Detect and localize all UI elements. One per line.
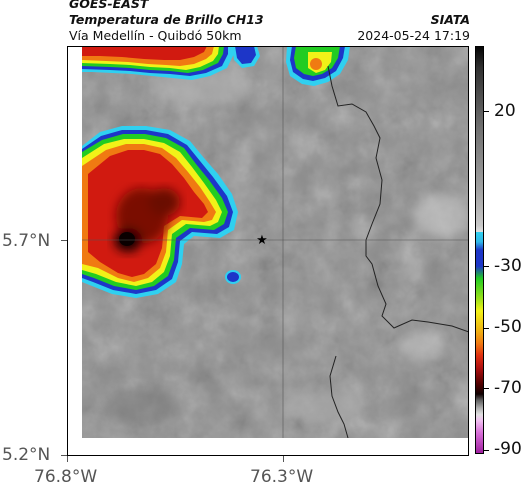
satellite-map[interactable]: ★	[82, 46, 469, 438]
x-tick-mark	[67, 456, 68, 462]
colorbar-tick	[483, 266, 489, 267]
colorbar-label: -90	[494, 439, 522, 459]
org-label: SIATA	[430, 12, 470, 27]
x-tick-label: 76.8°W	[34, 467, 98, 487]
colorbar-tick	[483, 111, 489, 112]
colorbar-tick	[483, 450, 489, 451]
x-tick-label: 76.3°W	[250, 467, 314, 487]
colorbar-label: -70	[494, 378, 522, 398]
datetime-label: 2024-05-24 17:19	[357, 28, 470, 43]
colorbar-tick	[483, 328, 489, 329]
product-title: Temperatura de Brillo CH13	[69, 12, 264, 27]
route-subtitle: Vía Medellín - Quibdó 50km	[69, 28, 242, 43]
star-icon: ★	[256, 233, 268, 248]
y-tick-mark	[61, 455, 67, 456]
y-tick-label: 5.2°N	[2, 445, 51, 465]
y-tick-mark	[61, 240, 67, 241]
y-tick-label: 5.7°N	[2, 231, 51, 251]
colorbar	[475, 46, 484, 454]
colorbar-label: -30	[494, 256, 522, 276]
x-tick-mark	[283, 456, 284, 462]
satellite-title: GOES-EAST	[69, 0, 149, 11]
colorbar-label: -50	[494, 317, 522, 337]
colorbar-label: 20	[494, 101, 516, 121]
colorbar-tick	[483, 388, 489, 389]
brightness-temperature-field: ★	[82, 46, 469, 438]
